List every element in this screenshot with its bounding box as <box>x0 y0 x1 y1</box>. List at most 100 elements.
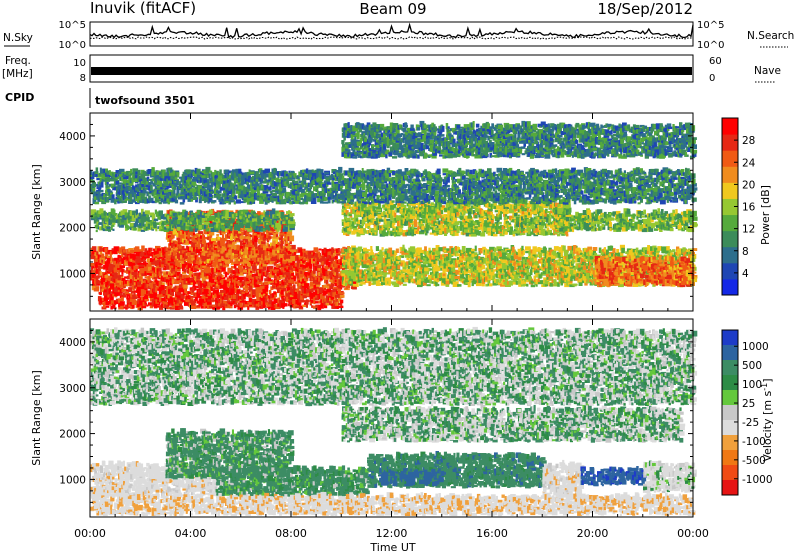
heatmap-cell <box>187 257 191 264</box>
heatmap-cell <box>255 287 261 293</box>
heatmap-cell <box>234 254 238 258</box>
freq-tick-top: 10 <box>73 58 86 69</box>
heatmap-cell <box>457 284 462 287</box>
heatmap-cell <box>303 272 310 275</box>
heatmap-cell <box>194 255 197 260</box>
heatmap-cell <box>129 273 133 280</box>
heatmap-cell <box>180 254 183 260</box>
heatmap-cell <box>234 288 237 294</box>
heatmap-cell <box>255 250 258 254</box>
heatmap-cell <box>280 235 284 240</box>
heatmap-cell <box>309 254 313 257</box>
heatmap-cell <box>172 259 178 262</box>
heatmap-cell <box>259 262 262 265</box>
heatmap-cell <box>257 277 260 281</box>
heatmap-cell <box>295 255 299 261</box>
heatmap-cell <box>327 252 330 259</box>
heatmap-cell <box>248 272 253 276</box>
heatmap-cell <box>246 266 251 270</box>
heatmap-cell <box>223 262 227 268</box>
heatmap-cell <box>280 275 285 279</box>
heatmap-cell <box>130 249 135 254</box>
heatmap-cell <box>278 263 284 266</box>
heatmap-cell <box>268 290 272 295</box>
heatmap-cell <box>264 278 270 281</box>
heatmap-cell <box>219 277 226 281</box>
heatmap-cell <box>207 238 210 241</box>
heatmap-cell <box>276 279 279 283</box>
beam-title: Beam 09 <box>359 0 426 18</box>
noise-search-label: N.Search <box>747 30 794 42</box>
heatmap-cell <box>290 249 296 252</box>
heatmap-cell <box>320 277 323 281</box>
heatmap-cell <box>185 245 189 250</box>
heatmap-cell <box>202 265 208 268</box>
heatmap-cell <box>212 288 216 292</box>
heatmap-cell <box>209 219 213 224</box>
heatmap-cell <box>321 265 324 271</box>
heatmap-cell <box>282 287 286 291</box>
heatmap-cell <box>375 270 378 276</box>
heatmap-cell <box>231 265 236 269</box>
heatmap-cell <box>293 251 296 256</box>
heatmap-cell <box>158 280 163 287</box>
heatmap-cell <box>230 282 233 287</box>
heatmap-cell <box>91 249 97 255</box>
heatmap-cell <box>308 286 311 289</box>
heatmap-cell <box>106 270 111 274</box>
heatmap-cell <box>333 287 339 291</box>
heatmap-cell <box>305 255 309 259</box>
heatmap-cell <box>326 273 332 279</box>
heatmap-cell <box>176 263 182 268</box>
heatmap-cell <box>253 267 256 272</box>
heatmap-cell <box>290 261 296 266</box>
heatmap-cell <box>273 282 278 285</box>
heatmap-cell <box>302 257 308 261</box>
heatmap-cell <box>150 269 153 273</box>
heatmap-cell <box>173 251 176 256</box>
heatmap-cell <box>158 253 161 258</box>
heatmap-cell <box>325 266 330 270</box>
heatmap-cell <box>97 265 101 272</box>
heatmap-cell <box>91 284 96 291</box>
heatmap-cell <box>289 275 292 279</box>
heatmap-cell <box>478 256 481 260</box>
heatmap-cell <box>293 275 297 279</box>
heatmap-cell <box>148 247 151 253</box>
heatmap-cell <box>235 282 239 288</box>
heatmap-cell <box>108 278 111 282</box>
heatmap-cell <box>309 281 314 287</box>
heatmap-cell <box>217 270 222 276</box>
heatmap-cell <box>174 269 177 275</box>
heatmap-cell <box>225 265 229 268</box>
heatmap-cell <box>291 267 294 272</box>
heatmap-cell <box>335 248 340 253</box>
heatmap-cell <box>334 255 338 260</box>
heatmap-cell <box>212 274 216 278</box>
heatmap-cell <box>172 229 177 235</box>
heatmap-cell <box>181 248 187 252</box>
heatmap-cell <box>203 248 209 254</box>
heatmap-cell <box>142 282 146 287</box>
nave-tick-bottom: 0 <box>709 73 715 84</box>
heatmap-cell <box>262 265 267 271</box>
heatmap-cell <box>129 298 132 302</box>
heatmap-cell <box>321 261 324 264</box>
heatmap-cell <box>236 268 239 271</box>
heatmap-cell <box>318 256 323 260</box>
heatmap-cell <box>191 245 197 248</box>
heatmap-cell <box>343 261 346 265</box>
heatmap-cell <box>206 253 210 257</box>
heatmap-cell <box>92 269 95 274</box>
heatmap-cell <box>239 281 243 286</box>
heatmap-cell <box>273 269 277 273</box>
heatmap-cell <box>180 259 186 265</box>
heatmap-cell <box>133 265 137 268</box>
heatmap-cell <box>123 249 126 253</box>
heatmap-cell <box>269 269 274 275</box>
heatmap-cell <box>298 282 302 286</box>
heatmap-cell <box>325 260 329 266</box>
heatmap-cell <box>139 275 143 282</box>
heatmap-cell <box>235 288 241 292</box>
heatmap-cell <box>289 264 293 270</box>
